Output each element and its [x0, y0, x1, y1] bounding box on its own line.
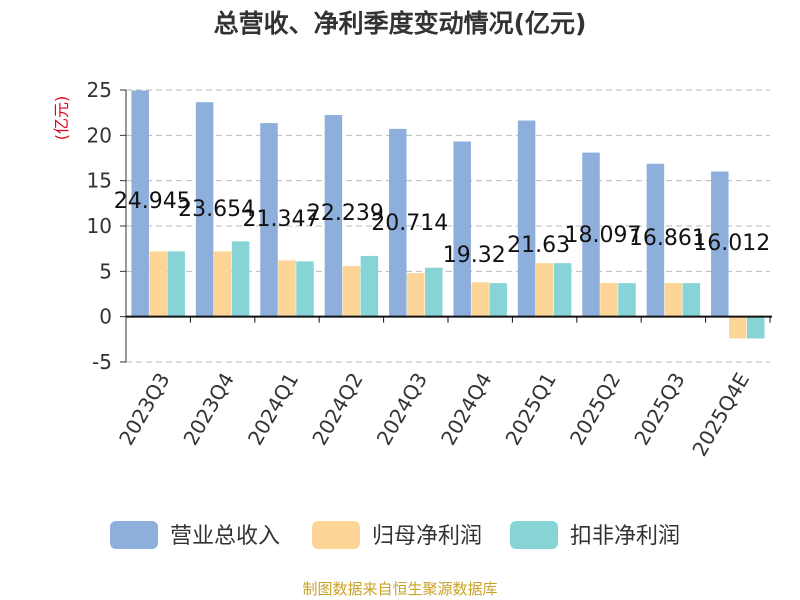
data-label: 24.945: [114, 189, 191, 214]
x-tick-label: 2025Q3: [629, 369, 689, 450]
bar-revenue: [260, 123, 278, 317]
bar-net-profit: [535, 263, 554, 317]
bar-net-profit: [213, 251, 232, 317]
data-label: 23.654: [178, 197, 255, 222]
y-tick-label: 20: [87, 123, 112, 147]
bar-revenue: [195, 102, 214, 317]
bar-revenue: [324, 115, 343, 317]
y-tick-label: 10: [87, 214, 112, 238]
y-tick-label: -5: [92, 350, 112, 374]
legend-swatch: [312, 521, 360, 549]
bar-revenue: [131, 90, 149, 317]
x-tick-label: 2025Q2: [565, 369, 625, 450]
y-tick-label: 0: [99, 305, 112, 329]
data-label: 16.861: [629, 226, 706, 251]
bar-revenue: [389, 128, 407, 317]
legend-label: 营业总收入: [170, 524, 280, 549]
grid-lines: [126, 89, 770, 363]
data-label: 21.347: [243, 207, 320, 232]
bar-deducted-net-profit: [296, 261, 314, 317]
bar-revenue: [453, 141, 471, 317]
bar-revenue: [582, 152, 600, 317]
x-tick-label: 2024Q2: [307, 369, 367, 450]
bar-deducted-net-profit: [747, 316, 765, 339]
source-note: 制图数据来自恒生聚源数据库: [302, 580, 498, 598]
bar-net-profit: [600, 283, 618, 317]
bar-deducted-net-profit: [682, 283, 701, 317]
data-label: 21.63: [507, 233, 570, 258]
y-axis-title: (亿元): [52, 96, 71, 141]
bar-deducted-net-profit: [489, 283, 507, 317]
data-label: 18.097: [565, 223, 642, 248]
x-tick-label: 2023Q3: [114, 369, 174, 450]
bar-deducted-net-profit: [167, 251, 185, 317]
bar-net-profit: [407, 273, 425, 317]
x-tick-label: 2024Q1: [243, 369, 303, 450]
bar-revenue: [517, 120, 536, 317]
bars: [131, 90, 765, 339]
bar-net-profit: [471, 282, 489, 317]
bar-net-profit: [342, 265, 361, 317]
bar-deducted-net-profit: [425, 267, 443, 317]
x-tick-label: 2025Q4E: [687, 369, 754, 461]
x-tick-label: 2025Q1: [500, 369, 560, 450]
legend-item: 归母净利润: [312, 521, 482, 549]
x-tick-label: 2023Q4: [178, 369, 238, 450]
legend-swatch: [510, 521, 558, 549]
data-label: 22.239: [307, 201, 384, 226]
bar-deducted-net-profit: [231, 241, 250, 317]
bar-net-profit: [149, 251, 167, 317]
bar-net-profit: [664, 283, 683, 317]
y-tick-label: 5: [99, 259, 112, 283]
chart-title: 总营收、净利季度变动情况(亿元): [213, 9, 587, 38]
legend-label: 扣非净利润: [570, 524, 680, 549]
legend-item: 扣非净利润: [510, 521, 680, 549]
x-tick-label: 2024Q4: [436, 369, 496, 450]
legend-swatch: [110, 521, 158, 549]
bar-net-profit: [729, 316, 747, 339]
bar-deducted-net-profit: [360, 255, 379, 317]
bar-net-profit: [278, 260, 296, 317]
bar-deducted-net-profit: [553, 263, 572, 317]
legend-label: 归母净利润: [372, 524, 482, 549]
bar-deducted-net-profit: [618, 283, 636, 317]
y-tick-label: 25: [87, 78, 112, 102]
data-label: 20.714: [371, 211, 448, 236]
legend-item: 营业总收入: [110, 521, 280, 549]
legend: 营业总收入 归母净利润 扣非净利润: [110, 521, 680, 549]
data-label: 16.012: [693, 231, 770, 256]
data-label: 19.32: [443, 243, 506, 268]
bar-revenue: [711, 171, 729, 317]
x-tick-label: 2024Q3: [372, 369, 432, 450]
y-tick-label: 15: [87, 169, 112, 193]
bar-revenue: [646, 163, 665, 317]
